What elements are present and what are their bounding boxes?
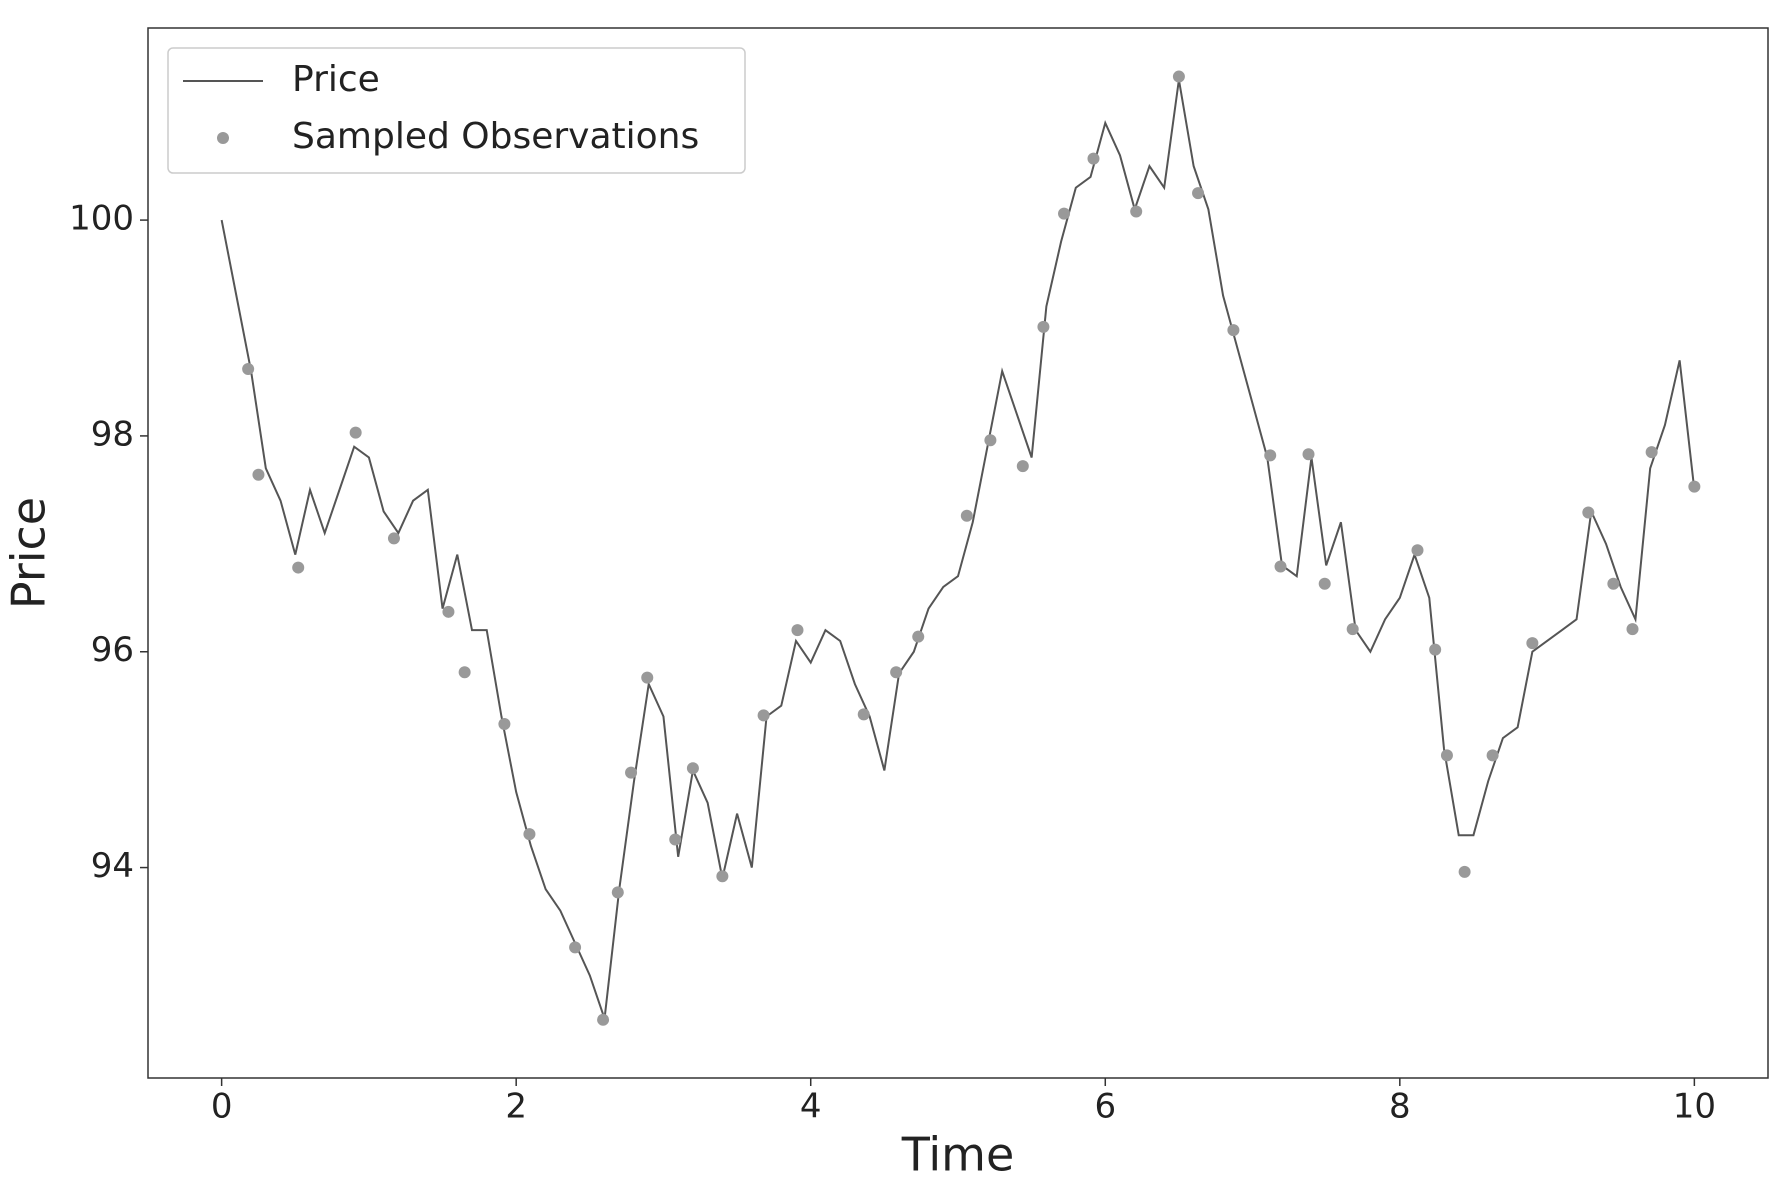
legend-dot xyxy=(217,132,229,144)
observation-dot xyxy=(890,666,903,679)
observation-dot xyxy=(857,708,870,721)
observation-dot xyxy=(1037,320,1050,333)
observation-dot xyxy=(387,532,400,545)
legend-label: Price xyxy=(292,59,380,100)
observation-dot xyxy=(611,886,624,899)
observation-dot xyxy=(1318,577,1331,590)
observation-dot xyxy=(1486,749,1499,762)
x-tick-label: 6 xyxy=(1094,1087,1116,1127)
x-tick-label: 10 xyxy=(1673,1087,1716,1127)
legend-box xyxy=(167,47,746,174)
observation-dot xyxy=(1526,637,1539,650)
y-axis-label: Price xyxy=(2,497,56,609)
observation-dot xyxy=(1192,187,1205,200)
observation-dot xyxy=(349,426,362,439)
y-tick-label: 96 xyxy=(91,630,134,670)
y-tick-label: 100 xyxy=(69,199,134,239)
legend-label: Sampled Observations xyxy=(292,116,699,157)
observation-dot xyxy=(498,718,511,731)
observation-dot xyxy=(252,468,265,481)
observation-dot xyxy=(442,605,455,618)
observation-dot xyxy=(1302,448,1315,461)
plot-frame xyxy=(147,27,1769,1079)
observation-dot xyxy=(716,870,729,883)
observation-dot xyxy=(1058,207,1071,220)
observation-dot xyxy=(686,762,699,775)
observation-dot xyxy=(1227,324,1240,337)
observation-dot xyxy=(569,941,582,954)
observation-dot xyxy=(1429,643,1442,656)
observation-dot xyxy=(1274,560,1287,573)
observation-dot xyxy=(458,666,471,679)
observation-dot xyxy=(960,509,973,522)
observation-dot xyxy=(1130,205,1143,218)
observation-dot xyxy=(242,363,255,376)
observation-dot xyxy=(1016,460,1029,473)
observation-dot xyxy=(1264,449,1277,462)
observation-dot xyxy=(597,1013,610,1026)
observation-dot xyxy=(757,709,770,722)
y-tick-label: 98 xyxy=(91,414,134,454)
observation-dot xyxy=(1626,623,1639,636)
observation-dot xyxy=(1645,446,1658,459)
price-line xyxy=(220,79,1696,1019)
y-tick-label: 94 xyxy=(91,846,134,886)
observation-dot xyxy=(912,630,925,643)
observation-dot xyxy=(1688,480,1701,493)
observation-dot xyxy=(984,434,997,447)
observation-dot xyxy=(292,561,305,574)
observation-dot xyxy=(791,624,804,637)
x-axis-label: Time xyxy=(901,1128,1015,1182)
x-tick-label: 0 xyxy=(211,1087,233,1127)
observation-dot xyxy=(625,766,638,779)
observation-dot xyxy=(1582,506,1595,519)
observation-dot xyxy=(1346,623,1359,636)
observation-dot xyxy=(523,828,536,841)
observation-dot xyxy=(1172,70,1185,83)
observation-dot xyxy=(641,671,654,684)
x-tick-label: 8 xyxy=(1389,1087,1411,1127)
observation-dot xyxy=(1607,577,1620,590)
observation-dot xyxy=(1411,544,1424,557)
observation-dot xyxy=(1458,865,1471,878)
observation-dot xyxy=(1440,749,1453,762)
x-tick-label: 2 xyxy=(505,1087,527,1127)
observation-dot xyxy=(1087,152,1100,165)
x-tick-label: 4 xyxy=(800,1087,822,1127)
observation-dot xyxy=(669,833,682,846)
